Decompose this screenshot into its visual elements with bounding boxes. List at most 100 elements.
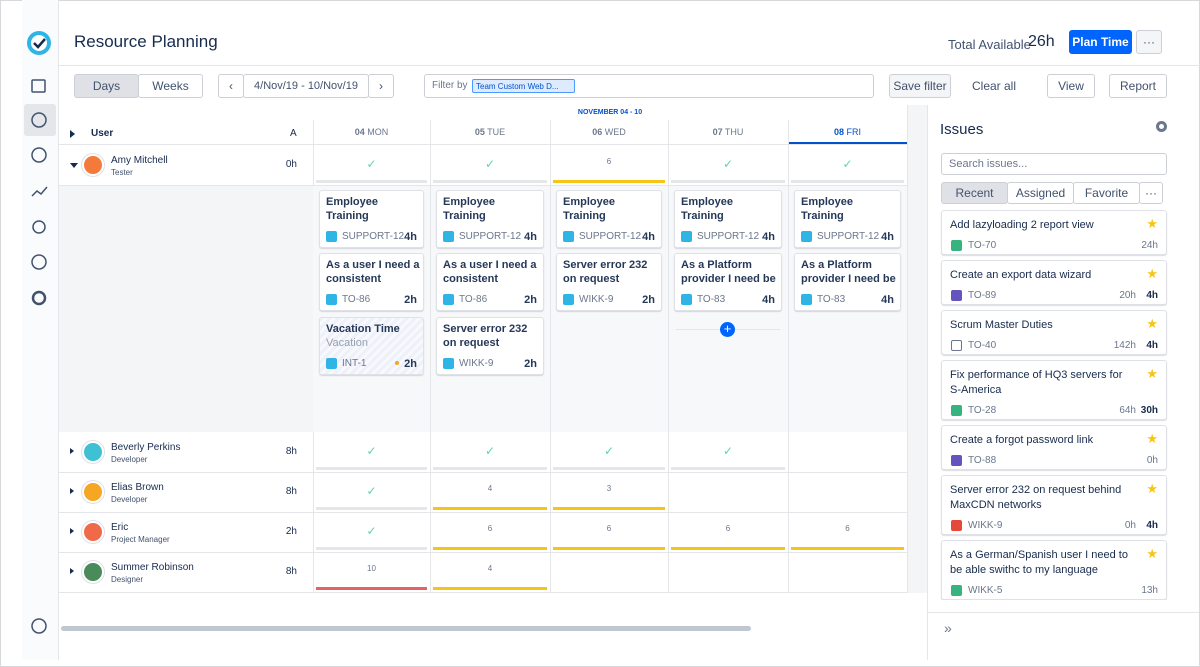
card-hours: 2h bbox=[524, 294, 537, 306]
weeks-toggle[interactable]: Weeks bbox=[138, 74, 203, 98]
issues-settings[interactable] bbox=[1156, 121, 1167, 132]
add-task-button[interactable]: + bbox=[720, 322, 735, 337]
day-load: ✓ bbox=[722, 157, 734, 171]
more-button[interactable]: ··· bbox=[1136, 30, 1162, 54]
plan-time-button[interactable]: Plan Time bbox=[1069, 30, 1132, 54]
users-icon[interactable] bbox=[31, 254, 47, 270]
card-key: TO-83 bbox=[697, 294, 726, 305]
user-role: Developer bbox=[111, 495, 148, 504]
horizontal-scrollbar[interactable] bbox=[61, 626, 751, 631]
card-key-icon bbox=[326, 231, 337, 242]
card-title: Employee Training bbox=[326, 196, 378, 222]
card-title: Server error 232 on request behind bbox=[443, 323, 528, 349]
task-card[interactable]: Server error 232 on request behind WIKK-9… bbox=[436, 317, 544, 375]
clear-all-button[interactable]: Clear all bbox=[972, 79, 1017, 93]
days-toggle[interactable]: Days bbox=[74, 74, 139, 98]
issue-card[interactable]: Create an export data wizard ★ TO-89 20h 4h bbox=[941, 260, 1167, 305]
filter-box[interactable] bbox=[424, 74, 874, 98]
total-label: Total Available bbox=[948, 37, 1031, 52]
view-button[interactable]: View bbox=[1047, 74, 1095, 98]
active-nav-bg bbox=[24, 104, 56, 136]
card-key: WIKK-9 bbox=[459, 358, 494, 369]
planning-icon[interactable] bbox=[31, 112, 47, 128]
load-bar bbox=[553, 547, 665, 550]
row-toggle[interactable] bbox=[70, 528, 74, 534]
issue-logged: 0h bbox=[1124, 520, 1136, 531]
card-key: SUPPORT-12 bbox=[342, 231, 405, 242]
row-toggle[interactable] bbox=[70, 488, 74, 494]
issues-tab[interactable]: Recent bbox=[941, 182, 1008, 204]
row-toggle[interactable] bbox=[70, 568, 74, 574]
issues-tab[interactable]: Favorite bbox=[1073, 182, 1140, 204]
collapse-panel[interactable]: » bbox=[944, 620, 952, 636]
page-title: Resource Planning bbox=[74, 32, 218, 51]
issues-tab[interactable]: Assigned bbox=[1007, 182, 1074, 204]
issues-search[interactable]: Search issues... bbox=[941, 153, 1167, 175]
task-card[interactable]: Vacation Time Vacation INT-1 2h bbox=[319, 317, 424, 375]
card-title: Employee Training bbox=[681, 196, 733, 222]
issue-star: ★ bbox=[1146, 546, 1158, 561]
avatar bbox=[82, 441, 104, 463]
issue-title: Scrum Master Duties bbox=[950, 319, 1053, 331]
day-load: 6 bbox=[487, 524, 493, 533]
reports-icon[interactable] bbox=[31, 147, 47, 163]
user-hours: 8h bbox=[285, 566, 297, 577]
card-key: SUPPORT-12 bbox=[697, 231, 760, 242]
settings-icon[interactable] bbox=[31, 290, 47, 306]
next-button[interactable]: › bbox=[368, 74, 394, 98]
issue-card[interactable]: Server error 232 on request behind MaxCD… bbox=[941, 475, 1167, 535]
task-card[interactable]: Employee Training SUPPORT-12 4h bbox=[794, 190, 901, 248]
trends-icon[interactable] bbox=[31, 186, 48, 197]
toolbar-divider bbox=[59, 65, 1200, 66]
issue-card[interactable]: Fix performance of HQ3 servers for S-Ame… bbox=[941, 360, 1167, 420]
teams-icon[interactable] bbox=[32, 220, 46, 234]
prev-button[interactable]: ‹ bbox=[218, 74, 244, 98]
date-range[interactable]: 4/Nov/19 - 10/Nov/19 bbox=[243, 74, 369, 98]
task-card[interactable]: Server error 232 on request behind WIKK-9… bbox=[556, 253, 662, 311]
load-bar bbox=[316, 547, 427, 550]
calendar-icon[interactable] bbox=[31, 79, 46, 93]
issue-card[interactable]: As a German/Spanish user I need to be ab… bbox=[941, 540, 1167, 600]
issue-remaining: 4h bbox=[1146, 290, 1158, 301]
issue-card[interactable]: Add lazyloading 2 report view ★ TO-70 24h bbox=[941, 210, 1167, 255]
user-hours: 8h bbox=[285, 446, 297, 457]
issues-tab[interactable]: ··· bbox=[1139, 182, 1163, 204]
card-hours: 4h bbox=[881, 294, 894, 306]
card-key: TO-86 bbox=[459, 294, 488, 305]
load-bar bbox=[553, 507, 665, 510]
card-subtitle: Vacation bbox=[326, 337, 368, 349]
user-hours: 0h bbox=[285, 159, 297, 170]
card-hours: 2h bbox=[404, 294, 417, 306]
row-divider bbox=[59, 552, 907, 553]
card-hours: 2h bbox=[404, 358, 417, 370]
row-toggle[interactable] bbox=[70, 448, 74, 454]
task-card[interactable]: Employee Training SUPPORT-12 4h bbox=[319, 190, 424, 248]
help-icon[interactable] bbox=[31, 618, 47, 634]
task-card[interactable]: As a user I need a consistent TO-86 2h bbox=[436, 253, 544, 311]
issue-key: WIKK-9 bbox=[968, 520, 1003, 531]
day-name: WED bbox=[604, 127, 626, 137]
day-name: MON bbox=[367, 127, 389, 137]
issue-card[interactable]: Create a forgot password link ★ TO-88 0h bbox=[941, 425, 1167, 470]
day-header: 06 WED bbox=[550, 127, 668, 137]
task-card[interactable]: As a Platform provider I need be TO-83 4h bbox=[794, 253, 901, 311]
task-card[interactable]: Employee Training SUPPORT-12 4h bbox=[556, 190, 662, 248]
task-card[interactable]: Employee Training SUPPORT-12 4h bbox=[674, 190, 782, 248]
load-bar bbox=[791, 180, 904, 183]
row-divider bbox=[59, 592, 907, 593]
task-card[interactable]: As a Platform provider I need be TO-83 4h bbox=[674, 253, 782, 311]
col-divider bbox=[550, 185, 551, 432]
issue-star: ★ bbox=[1146, 481, 1158, 496]
day-num: 06 bbox=[592, 127, 603, 137]
expand-all[interactable] bbox=[70, 130, 75, 138]
filter-chip[interactable]: Team Custom Web D... bbox=[472, 79, 575, 93]
card-key-icon bbox=[801, 294, 812, 305]
save-filter-button[interactable]: Save filter bbox=[889, 74, 951, 98]
task-card[interactable]: Employee Training SUPPORT-12 4h bbox=[436, 190, 544, 248]
report-button[interactable]: Report bbox=[1109, 74, 1167, 98]
task-card[interactable]: As a user I need a consistent TO-86 2h bbox=[319, 253, 424, 311]
issue-card[interactable]: Scrum Master Duties ★ TO-40 142h 4h bbox=[941, 310, 1167, 355]
row-toggle[interactable] bbox=[70, 163, 78, 168]
day-load: 6 bbox=[845, 524, 850, 533]
